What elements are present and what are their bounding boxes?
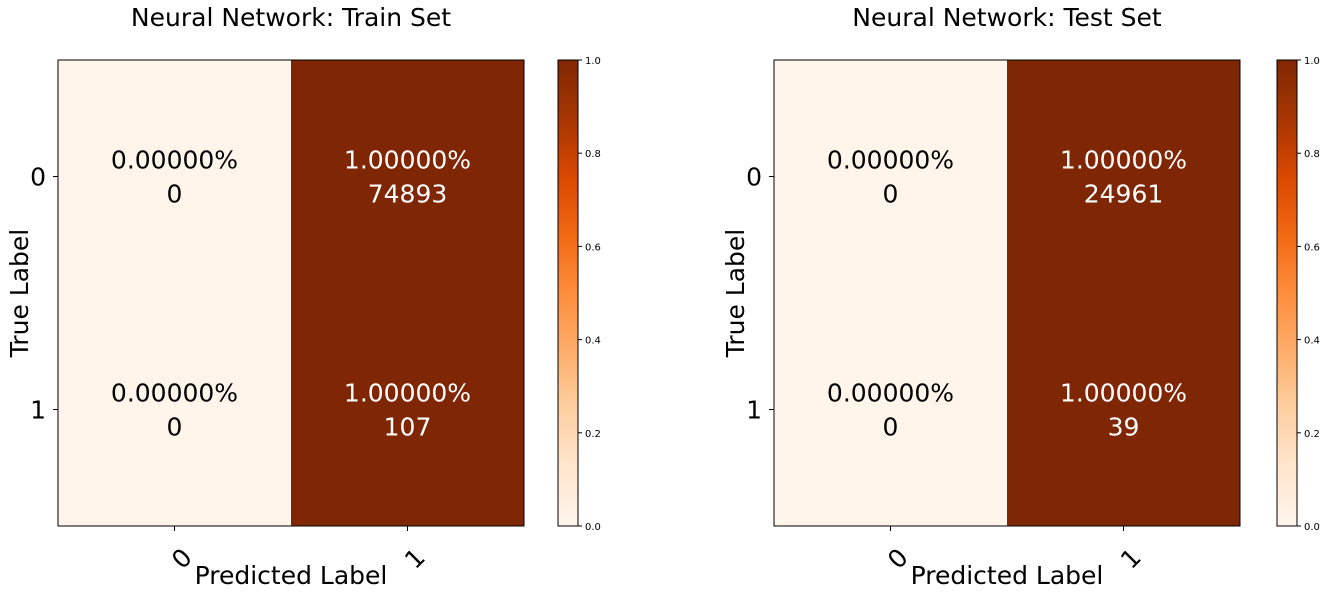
matrix-cell [291,293,524,526]
colorbar-frame [1276,59,1298,527]
plot-frame [773,59,1241,527]
cell-percent-label: 1.00000% [1060,379,1187,408]
colorbar-tick-label: 0.2 [1304,429,1320,440]
confusion-matrix-panel-1: Neural Network: Test Set0.00000%01.00000… [721,3,1320,590]
cell-count-label: 107 [384,413,432,442]
colorbar-tick-label: 0.8 [585,149,601,160]
cell-count-label: 74893 [368,180,448,209]
matrix-cell [1007,293,1240,526]
colorbar [1277,60,1297,526]
y-axis-label: True Label [5,229,34,359]
colorbar-tick-label: 0.6 [1304,242,1320,253]
colorbar-tick-label: 0.8 [1304,149,1320,160]
colorbar-tick-label: 0.4 [1304,336,1320,347]
colorbar-tick-label: 0.6 [585,242,601,253]
cell-percent-label: 1.00000% [344,146,471,175]
colorbar [558,60,578,526]
x-axis-label: Predicted Label [195,561,388,590]
cell-percent-label: 1.00000% [344,379,471,408]
cell-percent-label: 0.00000% [111,146,238,175]
cell-count-label: 24961 [1084,180,1164,209]
cell-percent-label: 0.00000% [111,379,238,408]
cell-percent-label: 1.00000% [1060,146,1187,175]
x-tick-label: 1 [1115,543,1147,575]
confusion-matrix-panel-0: Neural Network: Train Set0.00000%01.0000… [5,3,601,590]
cell-count-label: 0 [883,180,899,209]
colorbar-tick-label: 0.2 [585,429,601,440]
cell-count-label: 0 [883,413,899,442]
x-tick-label: 1 [399,543,431,575]
cell-count-label: 39 [1108,413,1140,442]
chart-title: Neural Network: Train Set [131,3,451,32]
colorbar-tick-label: 1.0 [585,56,601,67]
colorbar-tick-label: 1.0 [1304,56,1320,67]
x-tick-label: 0 [166,543,198,575]
y-axis-label: True Label [721,229,750,359]
colorbar-tick-label: 0.4 [585,336,601,347]
cell-count-label: 0 [167,180,183,209]
cell-count-label: 0 [167,413,183,442]
colorbar-tick-label: 0.0 [585,522,601,533]
y-tick-label: 0 [746,163,762,192]
colorbar-frame [557,59,579,527]
matrix-cell [774,60,1007,293]
chart-title: Neural Network: Test Set [852,3,1162,32]
matrix-cell [58,293,291,526]
y-tick-label: 1 [746,396,762,425]
cell-percent-label: 0.00000% [827,379,954,408]
matrix-cell [1007,60,1240,293]
plot-frame [57,59,525,527]
x-tick-label: 0 [882,543,914,575]
colorbar-tick-label: 0.0 [1304,522,1320,533]
cell-percent-label: 0.00000% [827,146,954,175]
x-axis-label: Predicted Label [911,561,1104,590]
matrix-cell [58,60,291,293]
matrix-cell [291,60,524,293]
matrix-cell [774,293,1007,526]
y-tick-label: 0 [30,163,46,192]
y-tick-label: 1 [30,396,46,425]
